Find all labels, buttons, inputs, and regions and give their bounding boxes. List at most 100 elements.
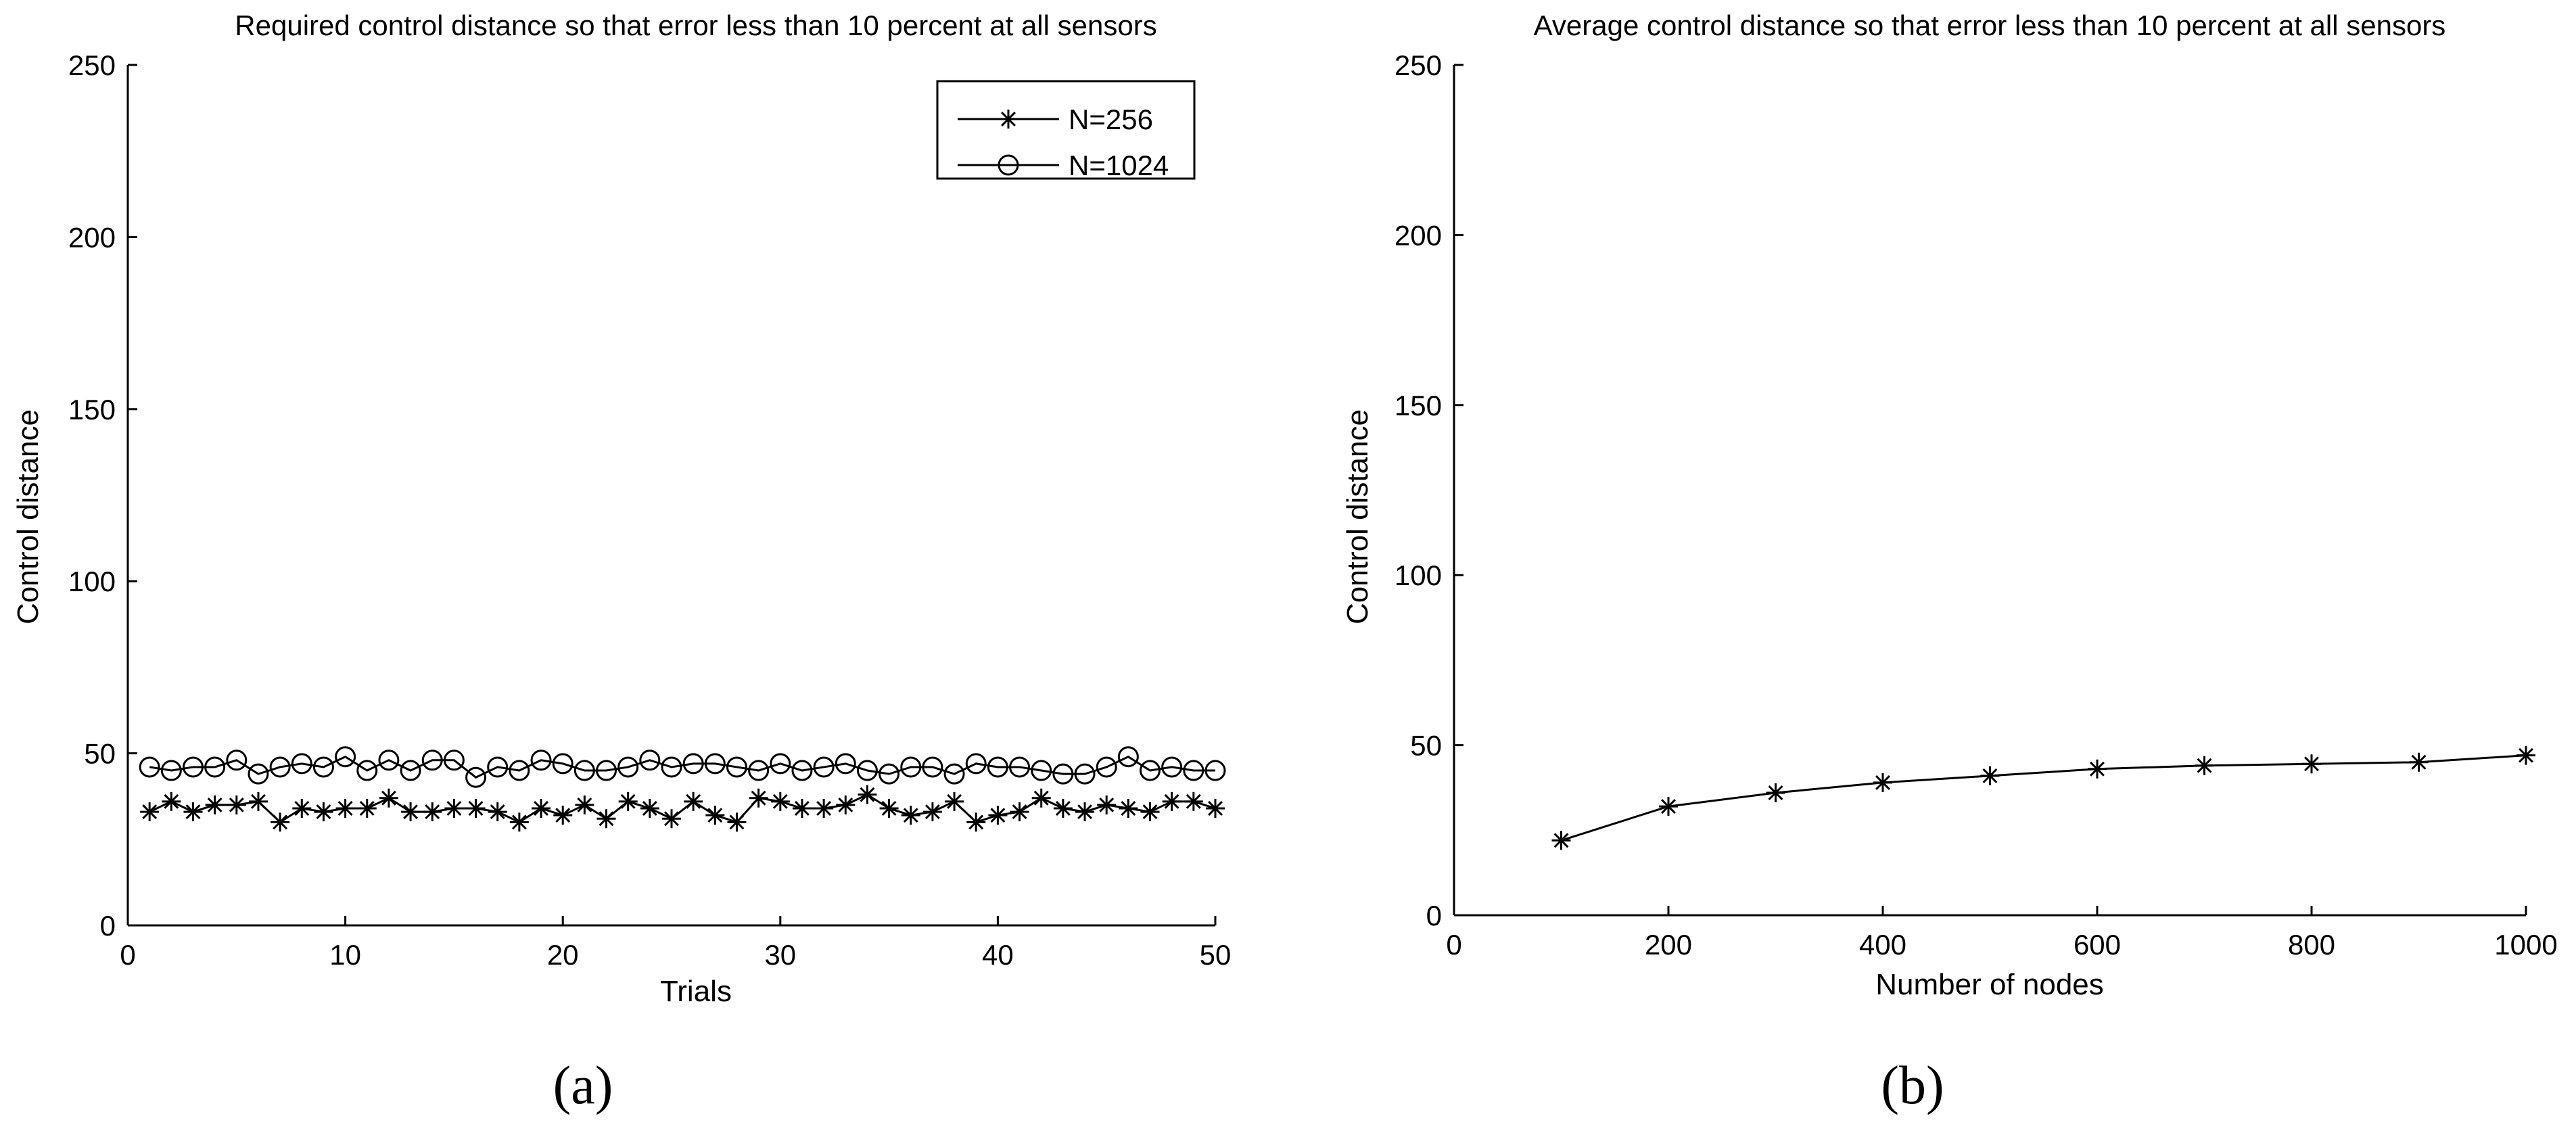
asterisk-stroke bbox=[185, 804, 201, 820]
asterisk-stroke bbox=[664, 811, 679, 827]
data-point bbox=[813, 756, 835, 778]
asterisk-stroke bbox=[2090, 761, 2105, 777]
data-point bbox=[879, 799, 899, 819]
asterisk-stroke bbox=[816, 801, 832, 816]
asterisk-stroke bbox=[511, 814, 527, 830]
data-point bbox=[684, 791, 703, 811]
x-tick-label: 1000 bbox=[2494, 929, 2557, 961]
legend-label: N=256 bbox=[1069, 103, 1153, 135]
y-tick-label: 150 bbox=[1395, 390, 1442, 421]
data-point bbox=[1162, 791, 1181, 811]
x-tick-label: 200 bbox=[1645, 929, 1692, 961]
data-point bbox=[488, 802, 507, 822]
data-point bbox=[487, 756, 509, 778]
data-point bbox=[1204, 760, 1226, 781]
data-point bbox=[727, 812, 747, 832]
asterisk-stroke bbox=[316, 804, 331, 820]
asterisk-stroke bbox=[642, 801, 657, 816]
data-point bbox=[856, 760, 878, 781]
data-point bbox=[421, 750, 443, 771]
data-point bbox=[748, 760, 770, 781]
data-point bbox=[835, 753, 856, 775]
x-tick-label: 30 bbox=[764, 939, 796, 971]
asterisk-stroke bbox=[1661, 799, 1676, 814]
data-point bbox=[248, 791, 268, 811]
data-point bbox=[1140, 802, 1160, 822]
asterisk-stroke bbox=[142, 804, 158, 820]
data-point bbox=[1009, 756, 1031, 778]
data-point bbox=[140, 802, 160, 822]
asterisk-stroke bbox=[273, 814, 288, 830]
asterisk-stroke bbox=[707, 808, 723, 823]
asterisk-stroke bbox=[1001, 112, 1016, 126]
data-point bbox=[292, 799, 312, 819]
x-tick-label: 50 bbox=[1200, 939, 1232, 971]
data-point bbox=[966, 812, 986, 832]
asterisk-stroke bbox=[1208, 801, 1223, 816]
data-point bbox=[443, 750, 465, 771]
data-point bbox=[1140, 760, 1161, 781]
data-point bbox=[900, 756, 922, 778]
data-point bbox=[1096, 756, 1117, 778]
asterisk-stroke bbox=[1186, 793, 1201, 809]
data-point bbox=[509, 760, 530, 781]
data-point bbox=[291, 753, 312, 775]
legend-box bbox=[936, 80, 1196, 180]
data-point bbox=[466, 799, 486, 819]
data-point bbox=[749, 788, 768, 808]
data-point bbox=[357, 799, 377, 819]
data-point bbox=[1206, 799, 1225, 819]
x-axis-label: Trials bbox=[660, 975, 732, 1008]
legend: N=256 N=1024 bbox=[936, 80, 1196, 181]
asterisk-stroke bbox=[2304, 756, 2319, 772]
data-point bbox=[1551, 831, 1571, 850]
data-point bbox=[271, 812, 290, 832]
data-point bbox=[356, 760, 378, 781]
x-tick-label: 20 bbox=[547, 939, 579, 971]
asterisk-stroke bbox=[903, 808, 918, 823]
asterisk-stroke bbox=[990, 808, 1006, 823]
asterisk-stroke bbox=[446, 801, 462, 816]
asterisk-stroke bbox=[2519, 747, 2533, 763]
data-point bbox=[988, 806, 1008, 825]
asterisk-stroke bbox=[381, 790, 396, 806]
data-point bbox=[965, 753, 987, 775]
asterisk-stroke bbox=[229, 797, 244, 812]
asterisk-stroke bbox=[1012, 804, 1027, 820]
data-point bbox=[879, 763, 900, 785]
chart-panel-b: Average control distance so that error l… bbox=[1341, 9, 2558, 1115]
asterisk-stroke bbox=[729, 814, 745, 830]
data-point bbox=[596, 809, 616, 829]
x-tick-label: 800 bbox=[2288, 929, 2335, 961]
data-point bbox=[1184, 791, 1203, 811]
y-axis-label: Control distance bbox=[11, 409, 45, 624]
data-point bbox=[530, 750, 552, 771]
y-tick-label: 250 bbox=[68, 49, 116, 81]
x-tick-label: 400 bbox=[1859, 929, 1906, 961]
series-n-1024 bbox=[139, 746, 1226, 788]
data-point bbox=[945, 791, 964, 811]
data-point bbox=[1119, 799, 1138, 819]
data-point bbox=[162, 791, 181, 811]
data-point bbox=[770, 753, 791, 775]
asterisk-stroke bbox=[425, 804, 440, 820]
legend-marker bbox=[999, 110, 1018, 129]
asterisk-stroke bbox=[2411, 754, 2427, 770]
panel-label: (a) bbox=[553, 1056, 613, 1115]
data-point bbox=[617, 756, 639, 778]
data-point bbox=[465, 766, 487, 788]
data-point bbox=[227, 795, 246, 814]
data-point bbox=[1010, 802, 1029, 822]
data-point bbox=[553, 806, 573, 825]
asterisk-stroke bbox=[947, 793, 962, 809]
legend-marker bbox=[998, 154, 1019, 176]
data-point bbox=[1052, 763, 1074, 785]
y-tick-label: 200 bbox=[1395, 219, 1442, 251]
y-tick-label: 0 bbox=[1426, 900, 1442, 931]
data-point bbox=[2302, 754, 2321, 774]
asterisk-stroke bbox=[164, 793, 179, 809]
x-tick-label: 0 bbox=[1446, 929, 1461, 961]
asterisk-stroke bbox=[555, 808, 571, 823]
data-point bbox=[2195, 756, 2214, 775]
